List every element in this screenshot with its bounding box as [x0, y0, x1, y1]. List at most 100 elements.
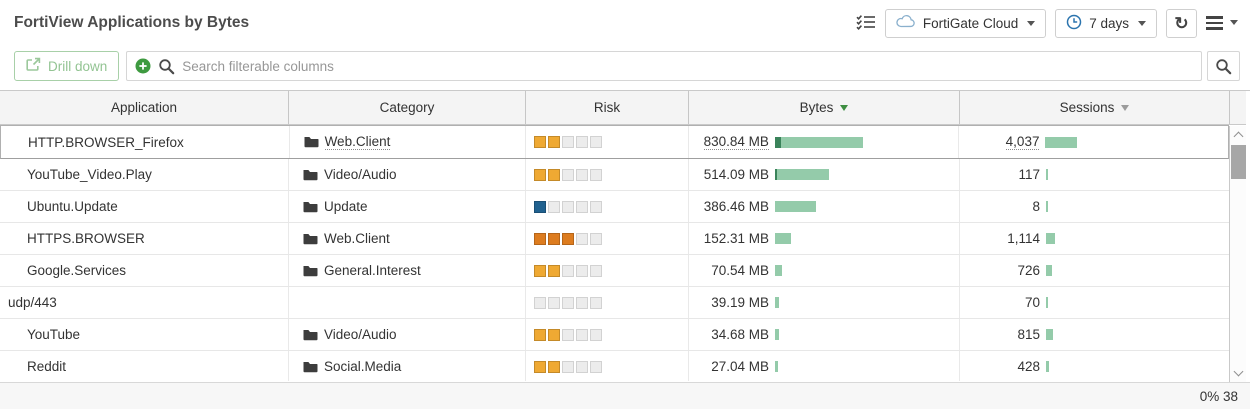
hamburger-icon: [1206, 16, 1223, 30]
risk-square-filled: [548, 168, 560, 181]
table-row[interactable]: Ubuntu.Update Update 386.46 MB 8: [0, 191, 1229, 223]
sessions-value: 726: [1017, 263, 1040, 278]
sessions-bar: [1046, 329, 1053, 340]
risk-square-empty: [534, 296, 546, 309]
risk-square-filled: [548, 328, 560, 341]
drill-down-button[interactable]: Drill down: [14, 51, 120, 81]
bytes-cell: 830.84 MB: [687, 126, 959, 158]
status-text: 0% 38: [1199, 388, 1238, 404]
sessions-value: 4,037: [1005, 134, 1040, 150]
table-row[interactable]: Reddit Social.Media 27.04 MB 428: [0, 351, 1229, 381]
category-cell: Web.Client: [288, 126, 526, 158]
risk-square-empty: [576, 136, 589, 148]
column-header-risk[interactable]: Risk: [525, 91, 688, 124]
risk-square-empty: [590, 360, 602, 373]
category-cell: Video/Audio: [288, 159, 525, 190]
table-body: HTTP.BROWSER_Firefox Web.Client 830.84 MB 4…: [0, 125, 1229, 381]
sessions-bar: [1046, 265, 1052, 276]
sessions-cell: 815: [959, 319, 1229, 350]
risk-square-filled: [562, 232, 574, 245]
folder-icon: [303, 201, 318, 213]
risk-square-filled: [534, 360, 546, 373]
sessions-cell: 726: [959, 255, 1229, 286]
table-row[interactable]: HTTP.BROWSER_Firefox Web.Client 830.84 MB 4…: [0, 125, 1229, 159]
sessions-cell: 4,037: [958, 126, 1228, 158]
magnifier-icon: [1208, 58, 1239, 75]
table-row[interactable]: Google.Services General.Interest 70.54 MB 7…: [0, 255, 1229, 287]
sessions-cell: 70: [959, 287, 1229, 318]
risk-meter: [525, 351, 688, 381]
folder-icon: [303, 265, 318, 277]
risk-square-filled: [548, 136, 561, 148]
bytes-cell: 34.68 MB: [688, 319, 959, 350]
bytes-bar-sent-segment: [775, 169, 777, 180]
risk-square-filled: [534, 264, 546, 277]
folder-icon: [303, 361, 318, 373]
risk-square-filled: [548, 232, 560, 245]
category-cell: Social.Media: [288, 351, 525, 381]
search-input[interactable]: [182, 58, 1193, 74]
risk-square-empty: [590, 264, 602, 277]
bytes-bar: [775, 297, 779, 308]
table-row[interactable]: HTTPS.BROWSER Web.Client 152.31 MB 1,114: [0, 223, 1229, 255]
bytes-cell: 152.31 MB: [688, 223, 959, 254]
drill-down-label: Drill down: [48, 58, 108, 74]
column-header-label: Application: [110, 100, 178, 115]
column-settings-button[interactable]: [855, 13, 876, 33]
table-row[interactable]: YouTube Video/Audio 34.68 MB 815: [0, 319, 1229, 351]
column-header-application[interactable]: Application: [0, 91, 288, 124]
risk-square-empty: [562, 360, 574, 373]
risk-square-empty: [590, 200, 602, 213]
bytes-value: 152.31 MB: [703, 231, 769, 246]
risk-square-empty: [576, 264, 588, 277]
scrollbar-thumb[interactable]: [1231, 145, 1246, 179]
checklist-icon: [856, 14, 876, 33]
risk-square-filled: [534, 136, 547, 148]
scroll-up-icon[interactable]: [1233, 131, 1244, 142]
application-cell: Reddit: [0, 351, 288, 381]
bytes-value: 27.04 MB: [711, 359, 769, 374]
table-row[interactable]: YouTube_Video.Play Video/Audio 514.09 MB 11…: [0, 159, 1229, 191]
drill-down-icon: [26, 57, 41, 75]
risk-square-empty: [562, 264, 574, 277]
bytes-value: 386.46 MB: [703, 199, 769, 214]
scroll-down-icon[interactable]: [1233, 366, 1244, 377]
risk-square-empty: [548, 200, 560, 213]
status-bar: 0% 38: [0, 382, 1250, 409]
column-header-label: Sessions: [1059, 100, 1115, 115]
menu-button[interactable]: [1206, 16, 1238, 30]
risk-square-filled: [548, 264, 560, 277]
risk-square-empty: [576, 168, 588, 181]
bytes-cell: 514.09 MB: [688, 159, 959, 190]
sessions-value: 70: [1024, 295, 1040, 310]
category-label: Video/Audio: [324, 167, 397, 182]
bytes-cell: 27.04 MB: [688, 351, 959, 381]
risk-square-empty: [590, 328, 602, 341]
refresh-icon: ↻: [1174, 13, 1189, 33]
search-button[interactable]: [1207, 51, 1240, 81]
column-header-bytes[interactable]: Bytes: [688, 91, 959, 124]
cloud-icon: [896, 15, 916, 31]
risk-square-filled: [534, 168, 546, 181]
vertical-scrollbar[interactable]: [1229, 126, 1246, 382]
chevron-down-icon: [1138, 20, 1146, 26]
application-name: YouTube: [27, 327, 81, 342]
applications-table: Application Category Risk Bytes Sessions HTT…: [0, 90, 1250, 381]
column-header-sessions[interactable]: Sessions: [959, 91, 1229, 124]
sessions-bar: [1046, 169, 1048, 180]
folder-icon: [303, 329, 318, 341]
risk-square-empty: [590, 168, 602, 181]
category-label: Web.Client: [324, 134, 391, 150]
risk-square-empty: [590, 136, 603, 148]
table-row[interactable]: udp/443 39.19 MB 70: [0, 287, 1229, 319]
time-range-dropdown[interactable]: 7 days: [1055, 8, 1157, 38]
magnifier-icon: [158, 58, 175, 75]
category-label: Video/Audio: [324, 327, 397, 342]
application-name: udp/443: [8, 295, 57, 310]
plus-circle-icon[interactable]: [135, 58, 151, 74]
refresh-button[interactable]: ↻: [1166, 8, 1197, 38]
category-label: General.Interest: [324, 263, 421, 278]
sessions-value: 8: [1032, 199, 1040, 214]
device-dropdown[interactable]: FortiGate Cloud: [884, 8, 1047, 38]
column-header-category[interactable]: Category: [288, 91, 525, 124]
